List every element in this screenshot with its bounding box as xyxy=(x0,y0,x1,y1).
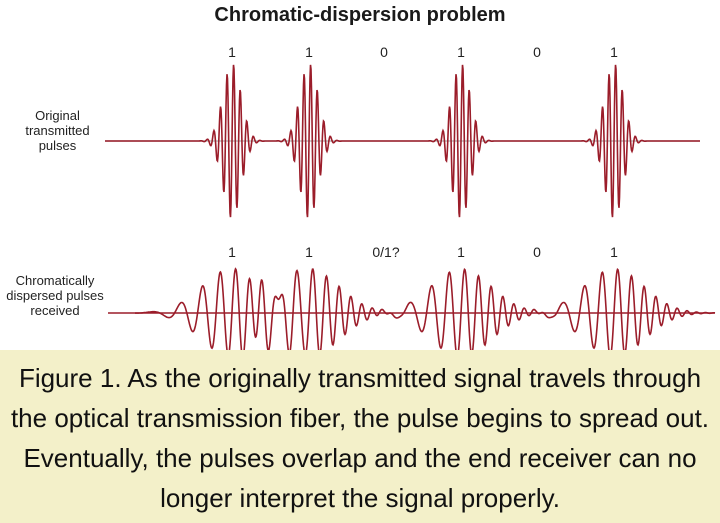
top-bit-2: 1 xyxy=(305,44,313,60)
waveform-plot xyxy=(105,64,716,350)
diagram-title: Chromatic-dispersion problem xyxy=(214,4,506,26)
dispersed-pulses-label: Chromatically dispersed pulses received xyxy=(6,273,104,318)
bottom-bit-1: 1 xyxy=(228,244,236,260)
bottom-bit-4: 1 xyxy=(457,244,465,260)
bottom-bit-5: 0 xyxy=(533,244,541,260)
top-bit-3: 0 xyxy=(380,44,388,60)
figure-caption: Figure 1. As the originally transmitted … xyxy=(0,350,720,523)
original-pulses-label: Original transmitted pulses xyxy=(25,108,90,153)
bottom-bit-3: 0/1? xyxy=(372,244,400,260)
top-bit-4: 1 xyxy=(457,44,465,60)
transmitted-pulse-train xyxy=(105,64,700,218)
top-bit-6: 1 xyxy=(610,44,618,60)
dispersed-pulse-train xyxy=(135,267,716,350)
dispersion-diagram: Chromatic-dispersion problem 1 1 0 1 0 1… xyxy=(6,4,716,350)
top-bit-1: 1 xyxy=(228,44,236,60)
top-bit-5: 0 xyxy=(533,44,541,60)
bottom-bit-2: 1 xyxy=(305,244,313,260)
bottom-bit-6: 1 xyxy=(610,244,618,260)
